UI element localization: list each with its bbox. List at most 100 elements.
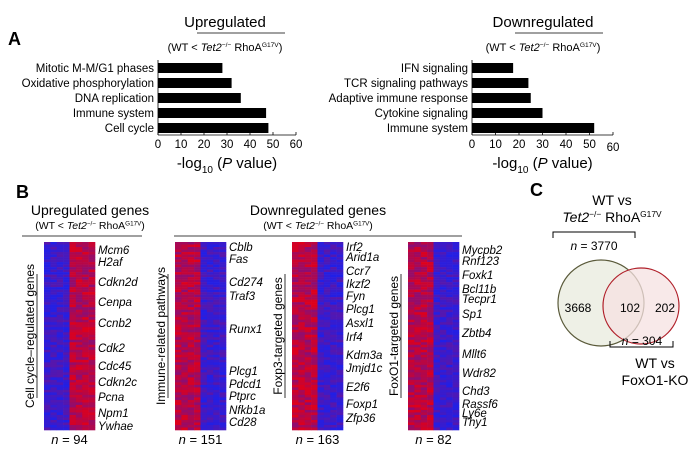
heatmap-cell xyxy=(88,382,96,386)
heatmap-cell xyxy=(420,322,428,326)
heatmap-cell xyxy=(427,334,434,338)
genotype-comparison: (WT < Tet2−/− RhoAG17V) xyxy=(168,42,283,54)
x-axis-label: -log10 (P value) xyxy=(492,155,592,176)
heatmap-cell xyxy=(298,424,306,428)
heatmap-cell xyxy=(452,357,460,361)
heatmap-cell xyxy=(420,399,428,403)
heatmap-cell xyxy=(446,384,453,388)
heatmap-cell xyxy=(408,257,415,260)
heatmap-cell xyxy=(433,279,441,283)
heatmap-cell xyxy=(56,264,64,268)
heatmap-cell xyxy=(427,424,434,428)
heatmap-cell xyxy=(311,297,318,300)
heatmap-cell xyxy=(56,327,64,331)
heatmap-cell xyxy=(420,312,428,315)
heatmap-cell xyxy=(420,402,428,406)
heatmap-cell xyxy=(336,342,344,346)
heatmap-cell xyxy=(311,412,318,416)
heatmap-cell xyxy=(50,424,58,428)
heatmap-cell xyxy=(446,369,453,373)
heatmap-cell xyxy=(187,294,195,298)
x-axis-label: -log10 (P value) xyxy=(177,155,277,176)
heatmap-cell xyxy=(219,402,227,406)
heatmap-cell xyxy=(408,262,415,265)
heatmap-cell xyxy=(175,424,182,428)
heatmap-cell xyxy=(452,347,460,351)
heatmap-cell xyxy=(439,292,447,295)
heatmap-cell xyxy=(200,379,208,383)
heatmap-cell xyxy=(414,387,422,391)
heatmap-cell xyxy=(439,254,447,258)
heatmap-cell xyxy=(63,292,70,295)
heatmap-cell xyxy=(44,292,51,295)
chart-title: Downregulated xyxy=(493,14,594,31)
heatmap-cell xyxy=(50,259,58,263)
heatmap-cell xyxy=(194,337,201,341)
heatmap-cell xyxy=(452,367,460,371)
heatmap-cell xyxy=(175,259,182,263)
heatmap-cell xyxy=(311,422,318,426)
heatmap-cell xyxy=(336,377,344,381)
heatmap-cell xyxy=(219,399,227,403)
heatmap-cell xyxy=(194,317,201,321)
heatmap-cell xyxy=(206,397,214,401)
heatmap-cell xyxy=(56,287,64,290)
heatmap-cell xyxy=(446,269,453,273)
heatmap-cell xyxy=(420,374,428,378)
heatmap-cell xyxy=(317,379,325,383)
heatmap-cell xyxy=(420,267,428,270)
heatmap-cell xyxy=(311,317,318,321)
gene-group-label: Immune-related pathways xyxy=(154,267,168,405)
heatmap-cell xyxy=(200,304,208,308)
heatmap-cell xyxy=(187,399,195,403)
heatmap-cell xyxy=(311,254,318,258)
heatmap-cell xyxy=(206,242,214,245)
heatmap-cell xyxy=(200,374,208,378)
heatmap-cell xyxy=(75,254,83,258)
heatmap-cell xyxy=(420,269,428,273)
heatmap-cell xyxy=(69,264,77,268)
heatmap-cell xyxy=(175,302,182,305)
heatmap-cell xyxy=(187,394,195,398)
heatmap-cell xyxy=(292,287,299,290)
heatmap-cell xyxy=(298,329,306,333)
heatmap-cell xyxy=(317,277,325,280)
heatmap-cell xyxy=(181,379,189,383)
heatmap-cell xyxy=(317,317,325,321)
heatmap-cell xyxy=(187,367,195,371)
heatmap-cell xyxy=(439,379,447,383)
x-tick-label: 0 xyxy=(469,139,475,151)
heatmap-cell xyxy=(88,379,96,383)
heatmap-cell xyxy=(63,369,70,373)
heatmap-cell xyxy=(452,247,460,250)
heatmap-cell xyxy=(219,324,227,328)
heatmap-cell xyxy=(82,269,89,273)
heatmap-cell xyxy=(427,309,434,313)
heatmap-cell xyxy=(414,317,422,321)
heatmap-cell xyxy=(311,322,318,326)
heatmap-cell xyxy=(200,269,208,273)
heatmap-cell xyxy=(304,417,312,421)
heatmap-cell xyxy=(439,312,447,315)
heatmap-cell xyxy=(408,352,415,356)
heatmap-cell xyxy=(194,414,201,418)
heatmap-cell xyxy=(44,262,51,265)
heatmap-cell xyxy=(433,277,441,280)
heatmap-cell xyxy=(88,257,96,260)
heatmap-cell xyxy=(175,377,182,381)
heatmap-cell xyxy=(298,334,306,338)
heatmap-cell xyxy=(88,407,96,411)
heatmap-cell xyxy=(63,402,70,406)
heatmap-cell xyxy=(317,244,325,248)
heatmap-cell xyxy=(323,384,331,388)
heatmap-cell xyxy=(427,242,434,245)
heatmap-cell xyxy=(330,409,337,413)
heatmap-cell xyxy=(200,364,208,368)
heatmap-cell xyxy=(304,337,312,341)
heatmap-cell xyxy=(44,342,51,346)
bar xyxy=(472,108,543,118)
heatmap-cell xyxy=(187,284,195,288)
heatmap-cell xyxy=(88,394,96,398)
heatmap-cell xyxy=(63,367,70,371)
heatmap-group: Mcm6H2afCdkn2dCenpaCcnb2Cdk2Cdc45Cdkn2cP… xyxy=(23,242,138,447)
